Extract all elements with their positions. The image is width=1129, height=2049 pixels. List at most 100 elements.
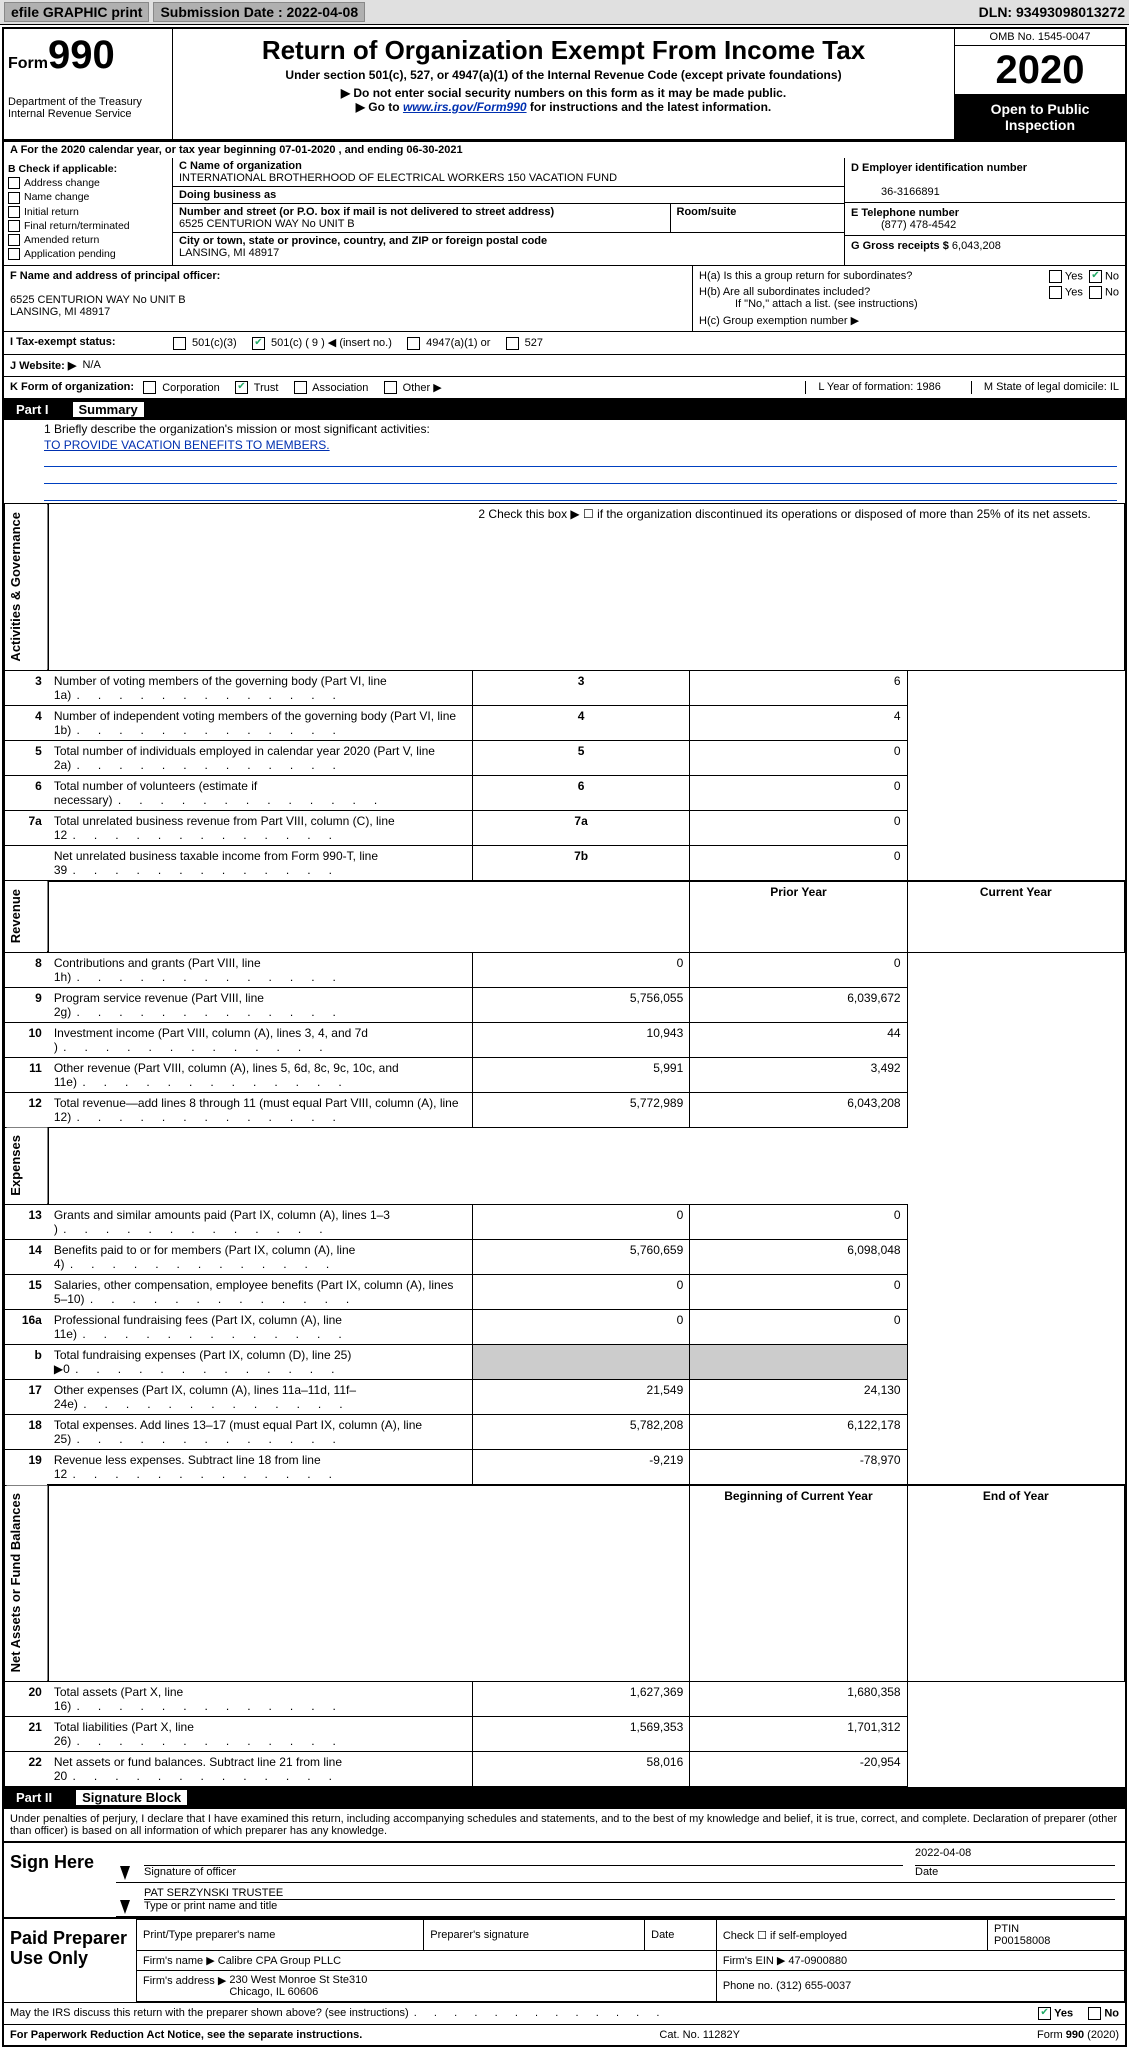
- hc-group-exemption: H(c) Group exemption number ▶: [699, 314, 1119, 327]
- table-row: 19Revenue less expenses. Subtract line 1…: [5, 1450, 1125, 1486]
- hb-no-checkbox[interactable]: [1089, 286, 1102, 299]
- checkbox-initial-return[interactable]: Initial return: [8, 205, 168, 219]
- instructions-link[interactable]: www.irs.gov/Form990: [403, 100, 527, 114]
- org-form-option[interactable]: Association: [291, 382, 381, 394]
- form-page-label: Form 990 (2020): [1037, 2029, 1119, 2041]
- table-row: 11Other revenue (Part VIII, column (A), …: [5, 1057, 1125, 1092]
- table-row: 7aTotal unrelated business revenue from …: [5, 810, 1125, 845]
- tax-exempt-option[interactable]: 501(c) ( 9 ) ◀ (insert no.): [249, 337, 404, 349]
- dba-label: Doing business as: [179, 189, 276, 201]
- tax-exempt-option[interactable]: 4947(a)(1) or: [404, 337, 502, 349]
- type-or-print-label: Type or print name and title: [144, 1900, 277, 1912]
- table-row: 4Number of independent voting members of…: [5, 705, 1125, 740]
- firm-name: Calibre CPA Group PLLC: [218, 1955, 341, 1967]
- org-form-option[interactable]: Trust: [232, 382, 291, 394]
- blank-rule: [44, 486, 1117, 501]
- ha-no-checkbox[interactable]: [1089, 270, 1102, 283]
- org-form-option[interactable]: Corporation: [140, 382, 232, 394]
- submission-date-button[interactable]: Submission Date : 2022-04-08: [153, 2, 365, 22]
- vlabel-governance: Activities & Governance: [5, 504, 48, 671]
- prior-year-header: Prior Year: [690, 881, 907, 952]
- table-row: 10Investment income (Part VIII, column (…: [5, 1022, 1125, 1057]
- form-of-org-row: K Form of organization: Corporation Trus…: [4, 377, 1125, 400]
- table-row: 6Total number of volunteers (estimate if…: [5, 775, 1125, 810]
- declaration-text: Under penalties of perjury, I declare th…: [4, 1808, 1125, 1841]
- paid-preparer-label: Paid Preparer Use Only: [4, 1919, 136, 2002]
- ein-value: 36-3166891: [851, 186, 940, 198]
- checkbox-name-change[interactable]: Name change: [8, 190, 168, 204]
- right-info-block: D Employer identification number 36-3166…: [844, 158, 1125, 265]
- checkbox-final-return-terminated[interactable]: Final return/terminated: [8, 219, 168, 233]
- efile-label[interactable]: efile GRAPHIC print: [4, 2, 149, 22]
- table-row: 9Program service revenue (Part VIII, lin…: [5, 987, 1125, 1022]
- table-row: 13Grants and similar amounts paid (Part …: [5, 1205, 1125, 1240]
- discuss-row: May the IRS discuss this return with the…: [4, 2002, 1125, 2024]
- city-state-zip: LANSING, MI 48917: [179, 247, 279, 259]
- paid-preparer-block: Paid Preparer Use Only Print/Type prepar…: [4, 1917, 1125, 2002]
- checkbox-application-pending[interactable]: Application pending: [8, 247, 168, 261]
- tax-exempt-row: I Tax-exempt status: 501(c)(3) 501(c) ( …: [4, 332, 1125, 355]
- hb-yes-checkbox[interactable]: [1049, 286, 1062, 299]
- firm-address: 230 West Monroe St Ste310 Chicago, IL 60…: [229, 1974, 367, 1998]
- tax-year: 2020: [955, 46, 1125, 95]
- line2-checkbox-line: 2 Check this box ▶ ☐ if the organization…: [472, 504, 1124, 671]
- part1-bar: Part I Summary: [4, 399, 1125, 420]
- org-name: INTERNATIONAL BROTHERHOOD OF ELECTRICAL …: [179, 172, 617, 184]
- blank-rule: [44, 469, 1117, 484]
- paperwork-notice: For Paperwork Reduction Act Notice, see …: [10, 2029, 362, 2041]
- ptin-value: P00158008: [994, 1935, 1050, 1947]
- form-number-label: Form990: [8, 33, 168, 78]
- discuss-yes-checkbox[interactable]: [1038, 2007, 1051, 2020]
- ha-yes-checkbox[interactable]: [1049, 270, 1062, 283]
- form-container: Form990 Department of the Treasury Inter…: [2, 27, 1127, 2047]
- signature-officer-label: Signature of officer: [144, 1866, 236, 1878]
- note-link: ▶ Go to www.irs.gov/Form990 for instruct…: [181, 100, 946, 114]
- self-employed-checkbox[interactable]: Check ☐ if self-employed: [716, 1920, 987, 1951]
- summary-table: Activities & Governance 2 Check this box…: [4, 503, 1125, 1787]
- checkbox-amended-return[interactable]: Amended return: [8, 233, 168, 247]
- open-to-public-badge: Open to Public Inspection: [955, 95, 1125, 139]
- section-fh: F Name and address of principal officer:…: [4, 266, 1125, 332]
- discuss-no-checkbox[interactable]: [1088, 2007, 1101, 2020]
- table-row: 8Contributions and grants (Part VIII, li…: [5, 952, 1125, 987]
- tax-exempt-option[interactable]: 501(c)(3): [170, 337, 249, 349]
- bcy-header: Beginning of Current Year: [690, 1485, 907, 1681]
- principal-officer-addr: 6525 CENTURION WAY No UNIT B LANSING, MI…: [10, 294, 186, 318]
- table-row: 16aProfessional fundraising fees (Part I…: [5, 1310, 1125, 1345]
- eoy-header: End of Year: [907, 1485, 1124, 1681]
- org-form-option[interactable]: Other ▶: [381, 382, 454, 394]
- firm-name-row: Firm's name ▶ Calibre CPA Group PLLC Fir…: [137, 1951, 1125, 1971]
- footer-row: For Paperwork Reduction Act Notice, see …: [4, 2024, 1125, 2045]
- dln-label: DLN: 93493098013272: [979, 4, 1125, 20]
- tax-exempt-option[interactable]: 527: [503, 337, 556, 349]
- current-year-header: Current Year: [907, 881, 1124, 952]
- table-row: 15Salaries, other compensation, employee…: [5, 1275, 1125, 1310]
- vlabel-net-assets: Net Assets or Fund Balances: [5, 1485, 48, 1681]
- state-domicile: M State of legal domicile: IL: [971, 381, 1119, 395]
- hb-subordinates: H(b) Are all subordinates included? Yes …: [699, 286, 1119, 310]
- dept-label: Department of the Treasury: [8, 96, 168, 108]
- mission-text: TO PROVIDE VACATION BENEFITS TO MEMBERS.: [44, 438, 1119, 452]
- form-subtitle: Under section 501(c), 527, or 4947(a)(1)…: [181, 68, 946, 82]
- table-row: 22Net assets or fund balances. Subtract …: [5, 1752, 1125, 1787]
- irs-label: Internal Revenue Service: [8, 108, 168, 120]
- table-row: 3Number of voting members of the governi…: [5, 670, 1125, 705]
- blank-rule: [44, 452, 1117, 467]
- checkbox-address-change[interactable]: Address change: [8, 176, 168, 190]
- table-row: 14Benefits paid to or for members (Part …: [5, 1240, 1125, 1275]
- street-address: 6525 CENTURION WAY No UNIT B: [179, 218, 355, 230]
- table-row: Net unrelated business taxable income fr…: [5, 845, 1125, 881]
- ha-group-return: H(a) Is this a group return for subordin…: [699, 270, 1119, 282]
- table-row: 12Total revenue—add lines 8 through 11 (…: [5, 1092, 1125, 1127]
- arrow-icon: [120, 1900, 130, 1914]
- room-suite-label: Room/suite: [677, 206, 737, 218]
- mission-line: 1 Briefly describe the organization's mi…: [4, 420, 1125, 452]
- firm-phone: (312) 655-0037: [776, 1980, 851, 1992]
- sign-date-value: 2022-04-08: [915, 1847, 1115, 1866]
- form-header: Form990 Department of the Treasury Inter…: [4, 29, 1125, 141]
- vlabel-expenses: Expenses: [5, 1127, 48, 1205]
- principal-officer-label: F Name and address of principal officer:: [10, 270, 220, 282]
- line-a-tax-year: A For the 2020 calendar year, or tax yea…: [4, 141, 1125, 158]
- sign-here-label: Sign Here: [4, 1843, 116, 1917]
- firm-ein: 47-0900880: [788, 1955, 847, 1967]
